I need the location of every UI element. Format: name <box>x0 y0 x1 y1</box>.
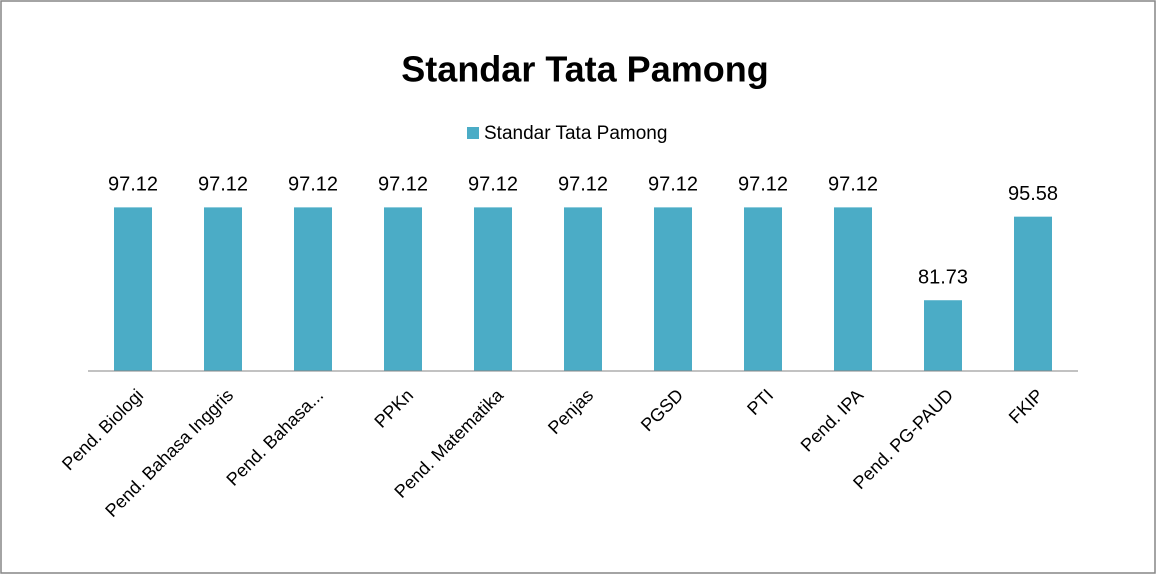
data-label: 97.12 <box>198 174 248 196</box>
bar <box>474 207 512 371</box>
bar <box>834 207 872 371</box>
bar <box>294 207 332 371</box>
bar <box>744 207 782 371</box>
data-label: 97.12 <box>468 174 518 196</box>
bar <box>924 300 962 371</box>
bar <box>204 207 242 371</box>
data-label: 95.58 <box>1008 183 1058 205</box>
data-label: 97.12 <box>108 174 158 196</box>
data-label: 81.73 <box>918 267 968 289</box>
data-label: 97.12 <box>288 174 338 196</box>
data-label: 97.12 <box>558 174 608 196</box>
bar <box>654 207 692 371</box>
data-label: 97.12 <box>738 174 788 196</box>
bar <box>114 207 152 371</box>
chart-title: Standar Tata Pamong <box>401 49 768 90</box>
data-label: 97.12 <box>828 174 878 196</box>
data-label: 97.12 <box>378 174 428 196</box>
bar <box>384 207 422 371</box>
legend-swatch <box>467 127 479 139</box>
legend-label: Standar Tata Pamong <box>484 123 667 144</box>
bar <box>1014 216 1052 371</box>
data-label: 97.12 <box>648 174 698 196</box>
bar <box>564 207 602 371</box>
